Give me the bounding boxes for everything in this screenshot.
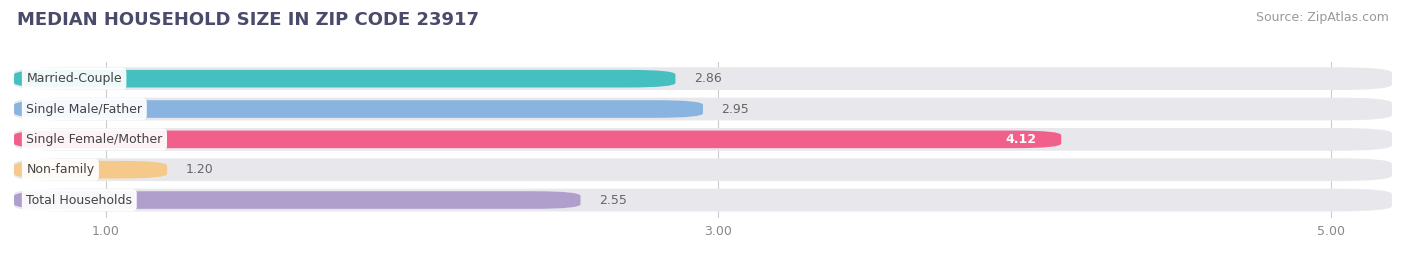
FancyBboxPatch shape [14, 158, 1392, 181]
Text: MEDIAN HOUSEHOLD SIZE IN ZIP CODE 23917: MEDIAN HOUSEHOLD SIZE IN ZIP CODE 23917 [17, 11, 479, 29]
Text: 2.95: 2.95 [721, 103, 749, 116]
Text: Non-family: Non-family [27, 163, 94, 176]
FancyBboxPatch shape [14, 189, 1392, 211]
Text: Total Households: Total Households [27, 193, 132, 207]
Text: 4.12: 4.12 [1005, 133, 1036, 146]
FancyBboxPatch shape [14, 98, 1392, 120]
Text: 1.20: 1.20 [186, 163, 214, 176]
Text: Single Male/Father: Single Male/Father [27, 103, 142, 116]
Text: 2.86: 2.86 [693, 72, 721, 85]
Text: Source: ZipAtlas.com: Source: ZipAtlas.com [1256, 11, 1389, 24]
Text: 2.55: 2.55 [599, 193, 627, 207]
FancyBboxPatch shape [14, 100, 703, 118]
Text: Married-Couple: Married-Couple [27, 72, 122, 85]
FancyBboxPatch shape [14, 67, 1392, 90]
FancyBboxPatch shape [14, 161, 167, 178]
FancyBboxPatch shape [14, 70, 675, 87]
FancyBboxPatch shape [14, 131, 1062, 148]
FancyBboxPatch shape [14, 128, 1392, 151]
FancyBboxPatch shape [14, 191, 581, 209]
Text: Single Female/Mother: Single Female/Mother [27, 133, 163, 146]
